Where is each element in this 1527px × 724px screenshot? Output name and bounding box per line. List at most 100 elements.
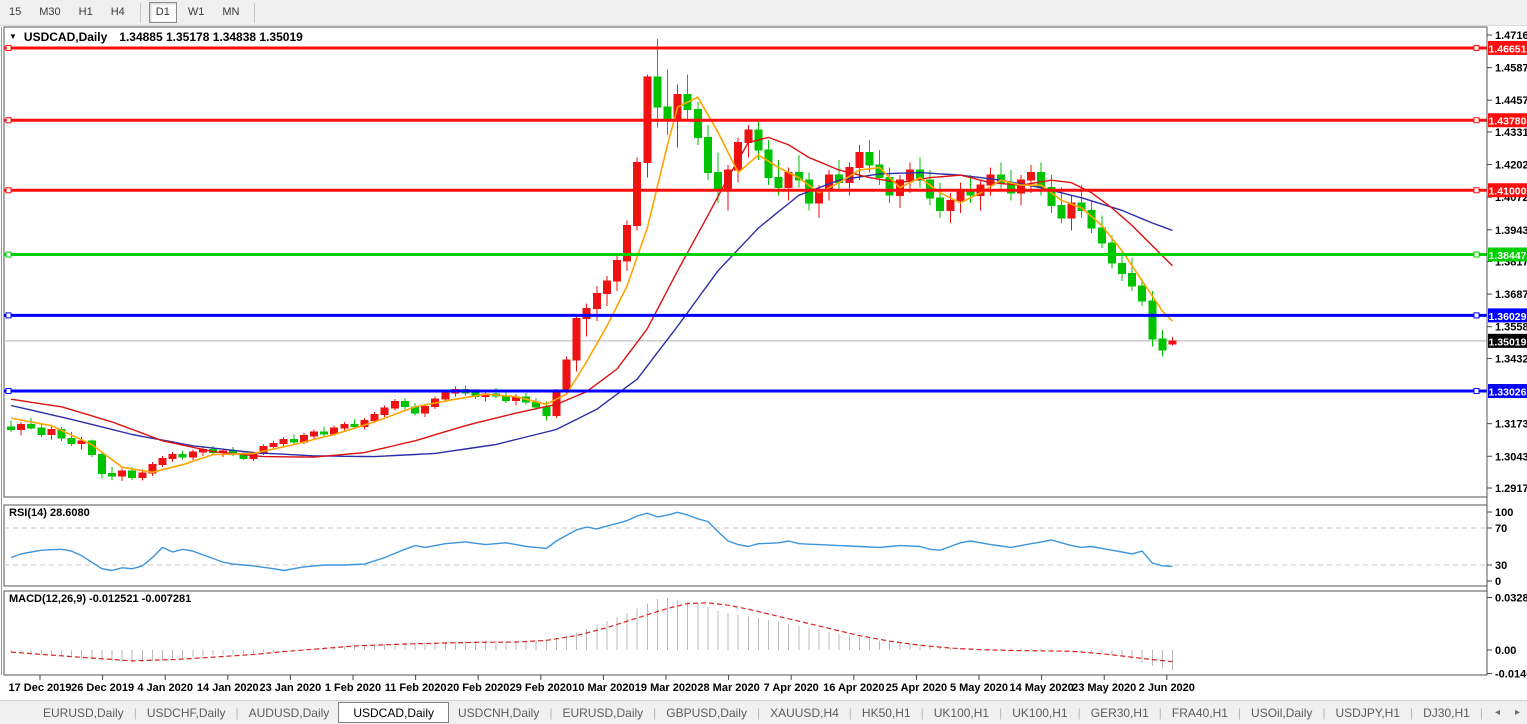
hline-price-box	[1488, 308, 1527, 323]
tab-separator: |	[1237, 705, 1242, 720]
date-axis-label: 5 May 2020	[950, 682, 1008, 694]
tab-hk50-h1[interactable]: HK50,H1	[861, 705, 911, 720]
chart-title: ▼ USDCAD,Daily 1.34885 1.35178 1.34838 1.3…	[9, 30, 303, 44]
hline-handle[interactable]	[1473, 187, 1480, 194]
hline-handle[interactable]	[5, 117, 12, 124]
date-axis-label: 4 Jan 2020	[137, 682, 193, 694]
hline-handle[interactable]	[5, 312, 12, 319]
macd-panel[interactable]	[3, 590, 1488, 676]
timeframe-button-h1[interactable]: H1	[78, 6, 93, 18]
chart-symbol-label: USDCAD,Daily	[23, 30, 108, 44]
current-price-box	[1488, 333, 1527, 348]
tab-eurusd-daily[interactable]: EURUSD,Daily	[562, 705, 644, 720]
rsi-indicator-label: RSI(14) 28.6080	[9, 507, 90, 519]
ma-mid-line	[10, 136, 1173, 458]
hline-handle[interactable]	[5, 187, 12, 194]
price-axis-tick-label: 1.45870	[1495, 63, 1527, 75]
rsi-axis-label: 100	[1495, 507, 1513, 519]
tab-audusd-daily[interactable]: AUDUSD,Daily	[248, 705, 330, 720]
price-axis-tick-label: 1.34320	[1495, 353, 1527, 365]
macd-axis-label: 0.032807	[1495, 593, 1527, 605]
tab-separator: |	[235, 705, 239, 720]
price-axis-tick-label: 1.42020	[1495, 160, 1527, 172]
hline-handle[interactable]	[1473, 117, 1480, 124]
timeframe-toolbar: 15 M30 H1 H4 D1 W1 MN	[0, 0, 1527, 26]
date-axis-label: 14 May 2020	[1009, 682, 1073, 694]
timeframe-button-m30[interactable]: M30	[39, 6, 61, 18]
date-axis-label: 28 Mar 2020	[697, 682, 759, 694]
timeframe-button-d1[interactable]: D1	[148, 2, 177, 23]
hline-price-label: 1.38447	[1489, 250, 1527, 262]
price-axis-tick-label: 1.47165	[1495, 30, 1527, 42]
date-axis-label: 16 Apr 2020	[823, 682, 884, 694]
tab-ger30-h1[interactable]: GER30,H1	[1090, 705, 1149, 720]
timeframe-button-w1[interactable]: W1	[187, 6, 205, 18]
tab-separator: |	[1158, 705, 1162, 720]
price-chart-canvas[interactable]: 1.471651.458701.445751.433151.420201.407…	[0, 25, 1527, 700]
tab-separator: |	[848, 705, 852, 720]
tab-fra40-h1[interactable]: FRA40,H1	[1171, 705, 1228, 720]
tab-uk100-h1[interactable]: UK100,H1	[1012, 705, 1068, 720]
tab-usoil-daily[interactable]: USOil,Daily	[1251, 705, 1313, 720]
chevron-down-icon[interactable]: ▼	[9, 32, 17, 41]
toolbar-separator	[254, 2, 256, 23]
hline-price-label: 1.41000	[1489, 186, 1527, 198]
macd-histogram	[10, 598, 1173, 670]
rsi-axis-label: 0	[1495, 576, 1501, 588]
hline-handle[interactable]	[1473, 44, 1480, 51]
hline-handle[interactable]	[1473, 251, 1480, 258]
tab-separator: |	[1077, 705, 1081, 720]
hline-price-box	[1488, 183, 1527, 198]
date-axis-label: 1 Feb 2020	[325, 682, 381, 694]
date-axis-label: 10 Mar 2020	[572, 682, 634, 694]
price-axis-tick-label: 1.39430	[1495, 225, 1527, 237]
hline-handle[interactable]	[1473, 388, 1480, 395]
hline-handle[interactable]	[5, 388, 12, 395]
date-axis-label: 11 Feb 2020	[385, 682, 447, 694]
timeframe-button-mn[interactable]: MN	[222, 6, 240, 18]
macd-axis-label: -0.014675	[1495, 668, 1527, 680]
hline-handle[interactable]	[5, 251, 12, 258]
macd-axis-label: 0.00	[1495, 645, 1516, 657]
tab-xauusd-h4[interactable]: XAUUSD,H4	[770, 705, 839, 720]
price-axis-tick-label: 1.43315	[1495, 127, 1527, 139]
date-axis-label: 20 Feb 2020	[447, 682, 509, 694]
tab-usdjpy-h1[interactable]: USDJPY,H1	[1335, 705, 1400, 720]
tab-separator: |	[1479, 705, 1483, 720]
main-chart-panel[interactable]	[3, 26, 1488, 498]
date-axis-label: 17 Dec 2019	[9, 682, 72, 694]
toolbar-separator	[139, 2, 141, 23]
chart-tab-bar: EURUSD,Daily | USDCHF,Daily | AUDUSD,Daily US…	[0, 700, 1527, 724]
price-axis-tick-label: 1.30435	[1495, 451, 1527, 463]
tab-separator: |	[133, 705, 137, 720]
date-axis-label: 25 Apr 2020	[886, 682, 947, 694]
tab-usdcnh-daily[interactable]: USDCNH,Daily	[458, 705, 540, 720]
date-axis-label: 7 Apr 2020	[764, 682, 819, 694]
hline-handle[interactable]	[5, 44, 12, 51]
tab-usdcad-daily[interactable]: USDCAD,Daily	[338, 702, 449, 723]
tab-gbpusd-daily[interactable]: GBPUSD,Daily	[666, 705, 747, 720]
rsi-line	[10, 511, 1173, 572]
tab-scroll-left-icon[interactable]: ◂	[1494, 706, 1500, 718]
tab-dj30-h1[interactable]: DJ30,H1	[1423, 705, 1470, 720]
tab-separator: |	[1322, 705, 1326, 720]
tab-uk100-h1[interactable]: UK100,H1	[933, 705, 990, 720]
price-axis-tick-label: 1.31730	[1495, 419, 1527, 431]
price-axis-tick-label: 1.29175	[1495, 483, 1527, 495]
tab-separator: |	[920, 705, 924, 720]
chart-ohlc-values: 1.34885 1.35178 1.34838 1.35019	[119, 30, 303, 44]
tab-usdchf-daily[interactable]: USDCHF,Daily	[146, 705, 226, 720]
timeframe-button-15[interactable]: 15	[9, 6, 22, 18]
tab-separator: |	[756, 705, 761, 720]
hline-price-label: 1.43780	[1489, 116, 1527, 128]
price-axis-tick-label: 1.44575	[1495, 95, 1527, 107]
hline-price-label: 1.36029	[1489, 311, 1527, 323]
tab-scroll-nav: ◂ ▸	[1495, 700, 1520, 724]
tab-scroll-right-icon[interactable]: ▸	[1514, 706, 1520, 718]
hline-handle[interactable]	[1473, 312, 1480, 319]
hline-price-box	[1488, 384, 1527, 399]
current-price-label: 1.35019	[1489, 336, 1527, 348]
timeframe-button-h4[interactable]: H4	[110, 6, 125, 18]
tab-eurusd-daily[interactable]: EURUSD,Daily	[43, 705, 124, 720]
